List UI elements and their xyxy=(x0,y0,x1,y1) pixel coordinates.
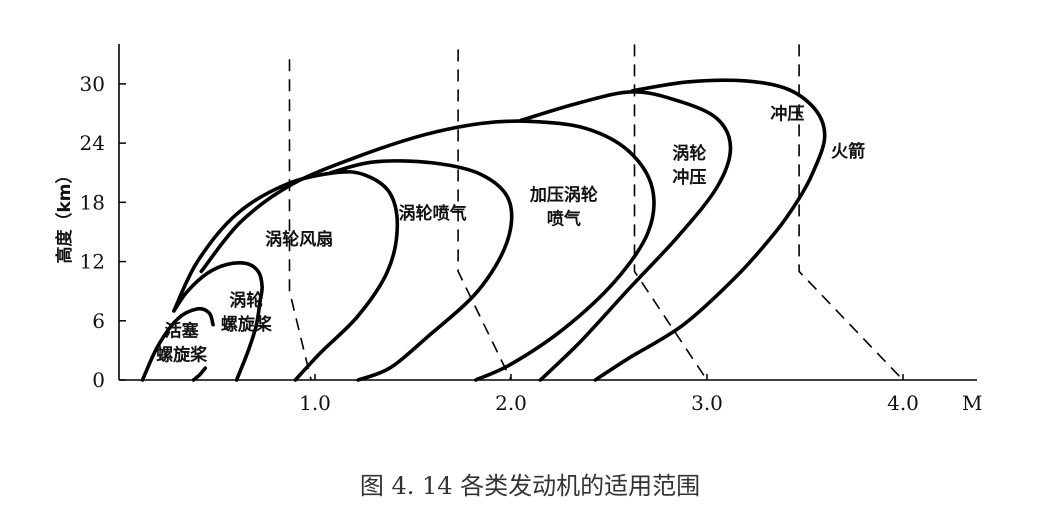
augmented-turbojet-label: 喷气 xyxy=(547,208,581,229)
piston-prop-envelope xyxy=(140,306,215,382)
turbo-ramjet-envelope xyxy=(519,89,733,382)
turbofan-label: 涡轮风扇 xyxy=(265,229,333,250)
augmented-turbojet-label: 加压涡轮 xyxy=(529,184,598,205)
rocket-label: 火箭 xyxy=(831,141,865,162)
turboprop-label: 螺旋桨 xyxy=(221,314,273,335)
y-tick-label: 24 xyxy=(80,131,105,155)
limit-lines xyxy=(288,44,904,381)
turbofan-envelope xyxy=(172,169,400,382)
turbo-ramjet-label: 冲压 xyxy=(672,167,706,188)
x-tick-label: 1.0 xyxy=(299,391,331,415)
x-tick-label: 4.0 xyxy=(887,391,919,415)
x-tick-label: 2.0 xyxy=(495,391,527,415)
piston-prop-label: 螺旋桨 xyxy=(156,345,208,366)
y-tick-label: 30 xyxy=(80,72,105,96)
piston-prop-label: 活塞 xyxy=(165,321,200,342)
limit-line-3 xyxy=(633,44,708,381)
turbojet-envelope xyxy=(328,159,514,382)
y-tick-label: 12 xyxy=(80,250,105,274)
turbo-ramjet-label: 涡轮 xyxy=(672,143,706,164)
piston-prop-inner-curve xyxy=(191,366,207,382)
y-tick-label: 6 xyxy=(92,309,105,333)
turbojet-label: 涡轮喷气 xyxy=(399,203,467,224)
limit-line-1 xyxy=(288,59,312,381)
y-tick-label: 18 xyxy=(80,190,105,214)
engine-envelopes xyxy=(140,78,827,382)
augmented-turbojet-envelope xyxy=(199,119,656,382)
x-axis-label: M xyxy=(962,391,982,415)
turboprop-label: 涡轮 xyxy=(229,290,263,311)
axes xyxy=(118,44,977,381)
x-tick-label: 3.0 xyxy=(691,391,723,415)
y-tick-label: 0 xyxy=(92,368,105,392)
axis-ticks: 1.0 2.0 3.0 4.0 0 6 12 18 24 30 xyxy=(80,72,919,415)
y-axis-label: 高度（km） xyxy=(54,166,75,263)
turboprop-envelope xyxy=(172,261,264,382)
figure-caption: 图 4. 14 各类发动机的适用范围 xyxy=(360,472,700,500)
ramjet-envelope xyxy=(593,78,827,382)
limit-line-2 xyxy=(457,49,512,381)
ramjet-label: 冲压 xyxy=(770,103,804,124)
limit-line-4 xyxy=(798,44,904,381)
